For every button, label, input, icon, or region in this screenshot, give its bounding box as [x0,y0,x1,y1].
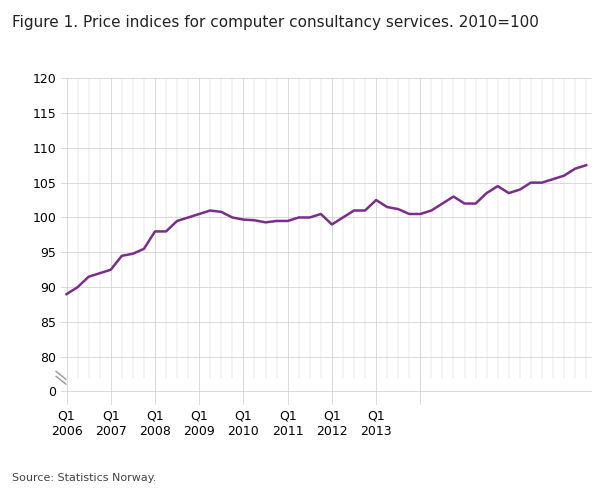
Text: Figure 1. Price indices for computer consultancy services. 2010=100: Figure 1. Price indices for computer con… [12,15,539,30]
Text: Source: Statistics Norway.: Source: Statistics Norway. [12,473,157,483]
